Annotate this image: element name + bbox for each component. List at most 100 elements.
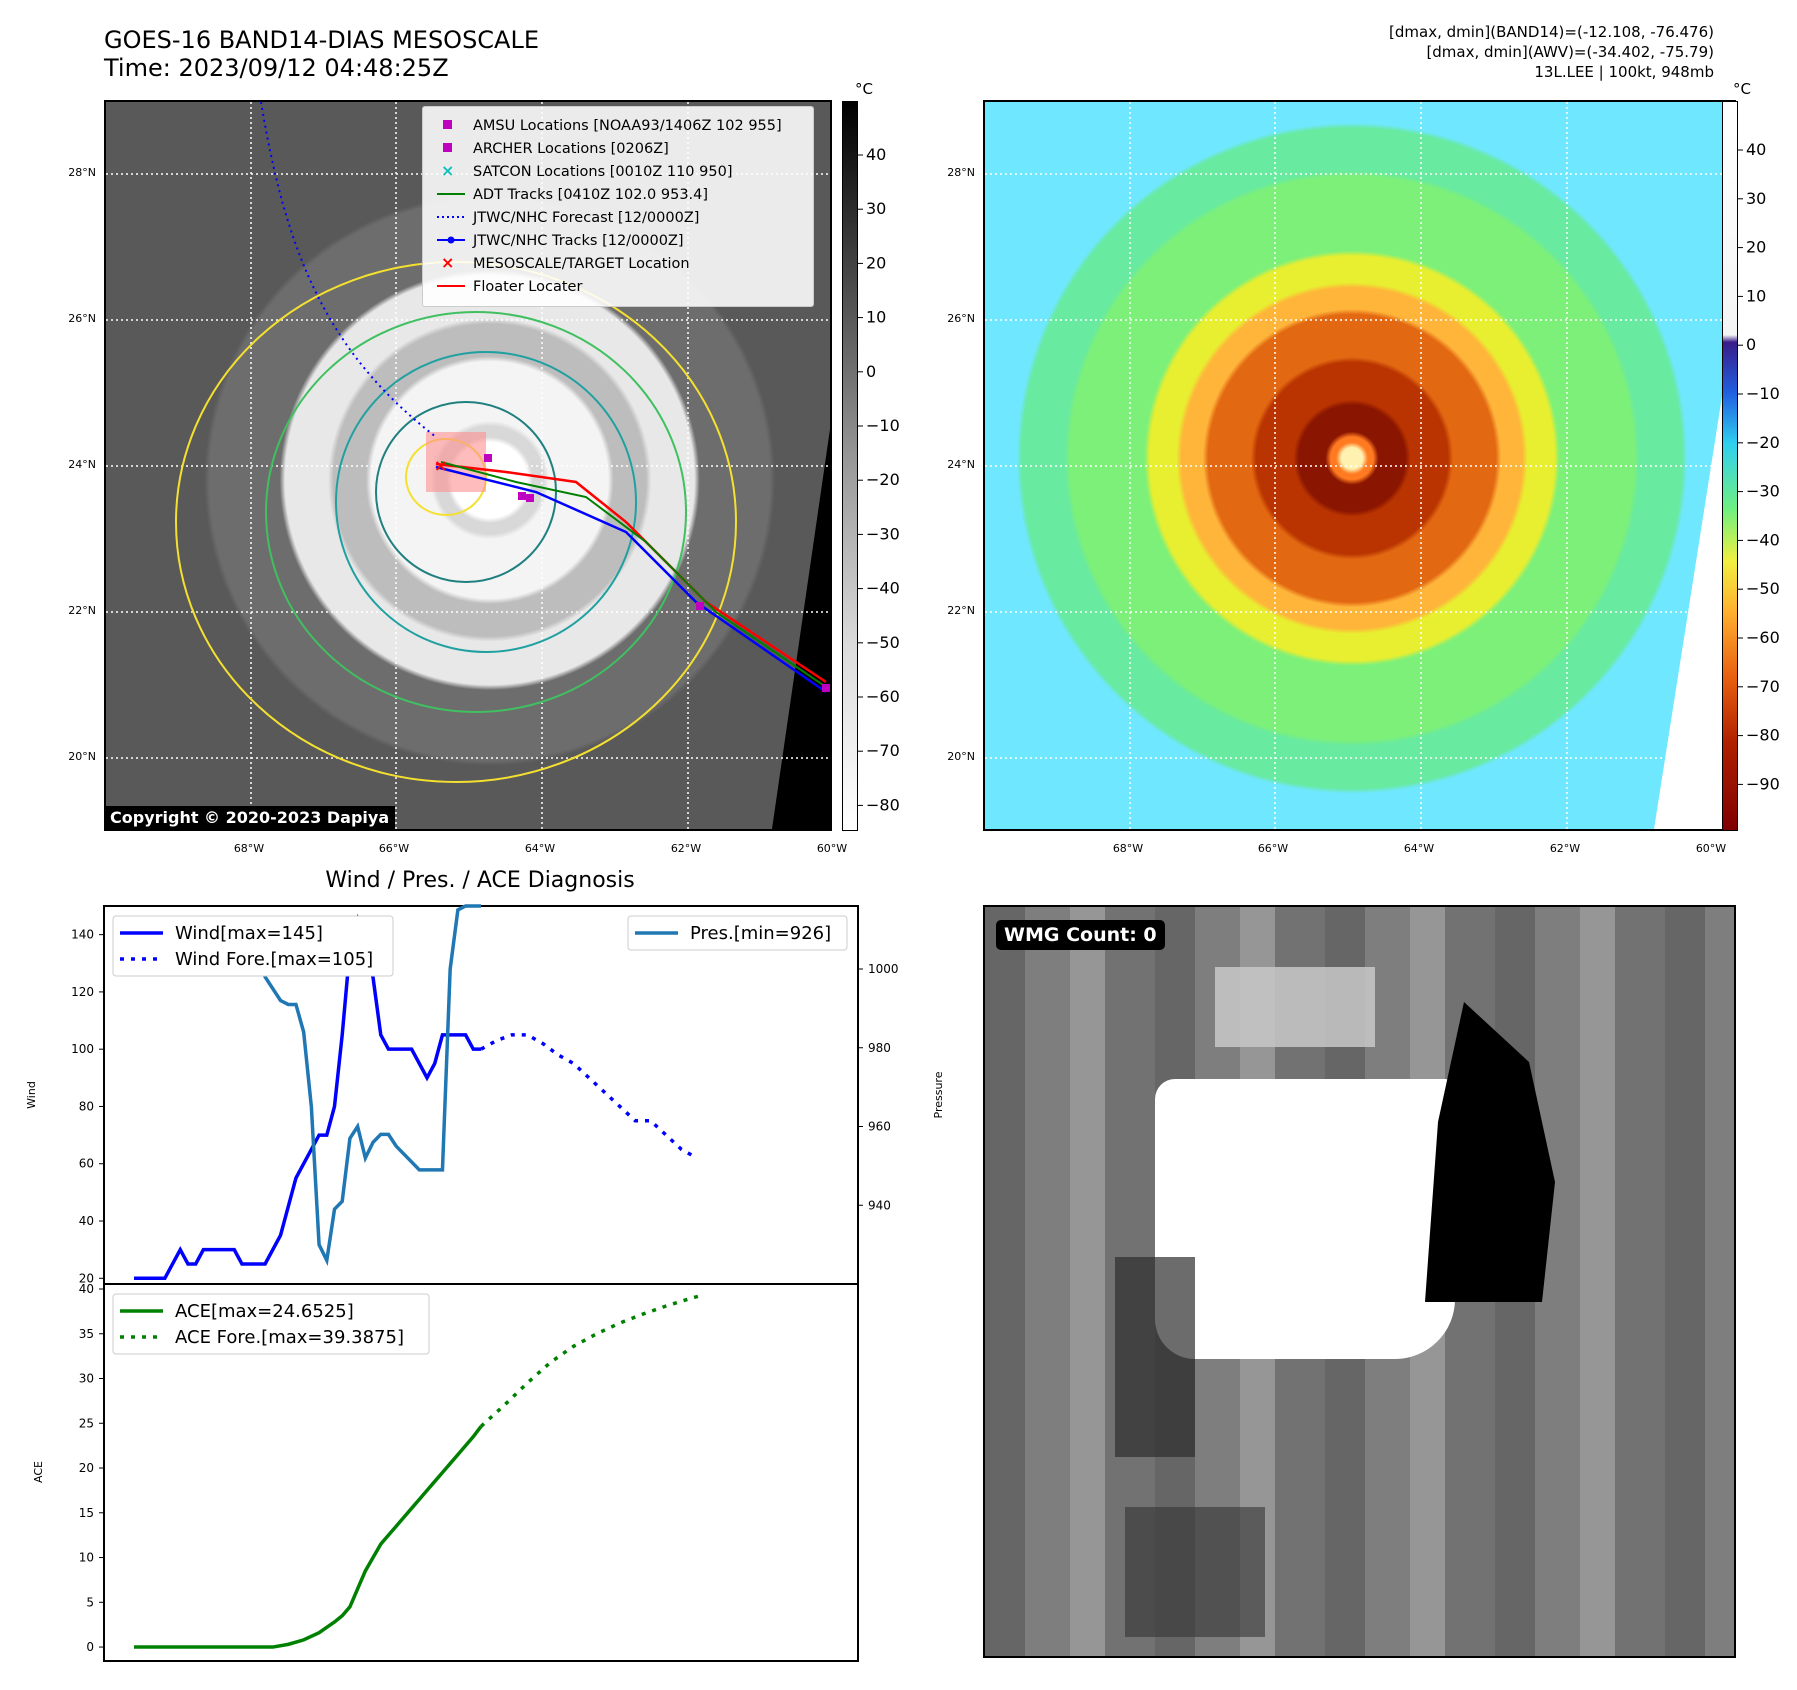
awv-colorbar-unit: °C [1733,80,1751,98]
colorbar-tick-label: −80 [1746,726,1780,745]
longitude-tick-label: 64°W [1404,842,1434,855]
diagnostic-info: [dmax, dmin](BAND14)=(-12.108, -76.476) … [1389,22,1714,82]
colorbar-tick-label: 20 [1746,238,1766,257]
ir-colorbar-unit: °C [855,80,873,98]
ace-y-tick-label: 5 [86,1595,94,1609]
wind-y-tick-label: 100 [71,1042,94,1056]
latitude-tick-label: 20°N [947,750,975,763]
ace-y-tick-label: 35 [79,1327,94,1341]
colorbar-tick-label: −10 [1746,384,1780,403]
ace-y-tick-label: 20 [79,1461,94,1475]
pressure-y-tick-label: 940 [868,1198,891,1212]
legend-square-marker [443,143,452,152]
info-line-3: 13L.LEE | 100kt, 948mb [1534,63,1714,81]
colorbar-tick-label: −70 [866,741,900,760]
ace-axis-label: ACE [32,1461,45,1483]
legend-x-marker: × [441,253,454,272]
diagnosis-charts: Wind / Pres. / ACE Diagnosis 20406080100… [25,868,945,1662]
wind-legend-label: Wind[max=145] [175,923,323,944]
colorbar-tick-label: −20 [1746,433,1780,452]
ace-y-tick-label: 0 [86,1640,94,1654]
ace-plot-frame [103,1283,859,1662]
longitude-tick-label: 62°W [671,842,701,855]
colorbar-tick-label: −10 [866,416,900,435]
svg-text:×: × [434,456,447,475]
colorbar-tick-label: 30 [866,199,886,218]
wind-axis-label: Wind [25,1081,38,1109]
colorbar-tick-label: 20 [866,253,886,272]
longitude-tick-label: 64°W [525,842,555,855]
colorbar-tick-label: 0 [866,362,876,381]
ace-y-tick-label: 15 [79,1506,94,1520]
latitude-tick-label: 28°N [68,166,96,179]
latitude-tick-label: 20°N [68,750,96,763]
colorbar-tick-label: −30 [1746,482,1780,501]
ace-legend-box [112,1293,430,1355]
pressure-y-tick-label: 1000 [868,962,899,976]
ace-legend-label: ACE Fore.[max=39.3875] [175,1327,404,1348]
legend-square-marker [443,120,452,129]
longitude-tick-label: 66°W [1258,842,1288,855]
latitude-tick-label: 28°N [947,166,975,179]
longitude-tick-label: 60°W [1696,842,1726,855]
wind-y-tick-label: 120 [71,985,94,999]
colorbar-tick-label: −30 [866,524,900,543]
colorbar-tick-label: 40 [1746,140,1766,159]
figure-title: GOES-16 BAND14-DIAS MESOSCALE Time: 2023… [104,26,539,82]
colorbar-tick-label: −60 [866,687,900,706]
map-legend: AMSU Locations [NOAA93/1406Z 102 955] ARC… [422,106,814,307]
info-line-1: [dmax, dmin](BAND14)=(-12.108, -76.476) [1389,23,1714,41]
awv-colorbar [1722,101,1738,831]
pressure-legend-label: Pres.[min=926] [690,923,831,944]
pressure-legend-box [627,915,848,951]
awv-satellite-map [983,100,1736,831]
colorbar-tick-label: −60 [1746,628,1780,647]
wind-y-tick-label: 40 [79,1214,94,1228]
colorbar-tick-label: 0 [1746,335,1756,354]
pressure-y-tick-label: 960 [868,1120,891,1134]
legend-dot-marker [447,236,455,244]
colorbar-tick-label: 40 [866,145,886,164]
map-tick-labels: 28°N 28°N 26°N 26°N 24°N 24°N 22°N 22°N 20°N 20°N… [68,166,1726,855]
ace-y-tick-label: 25 [79,1416,94,1430]
colorbar-tick-label: −70 [1746,677,1780,696]
legend-label: JTWC/NHC Forecast [12/0000Z] [472,210,699,226]
latitude-tick-label: 26°N [947,312,975,325]
legend-label: MESOSCALE/TARGET Location [473,256,690,272]
legend-label: ARCHER Locations [0206Z] [473,141,669,157]
ir-colorbar [842,101,858,831]
wind-y-tick-label: 20 [79,1271,94,1285]
series-line-wind [134,913,482,1281]
colorbar-tick-label: 30 [1746,189,1766,208]
legend-label: SATCON Locations [0010Z 110 950] [473,164,732,180]
colorbar-tick-label: −40 [866,579,900,598]
ace-y-tick-label: 10 [79,1551,94,1565]
wmg-image [983,905,1736,1658]
ace-y-tick-label: 40 [79,1282,94,1296]
series-line-wind-fore- [480,1033,698,1160]
legend-label: Floater Locater [473,279,582,295]
legend-label: ADT Tracks [0410Z 102.0 953.4] [473,187,708,203]
legend-x-marker: × [441,161,454,180]
copyright-label: Copyright © 2020-2023 Dapiya [104,806,396,829]
wind-legend-box [112,915,394,977]
title-line-1: GOES-16 BAND14-DIAS MESOSCALE [104,26,540,54]
colorbar-tick-label: −90 [1746,774,1780,793]
ace-y-tick-label: 30 [79,1372,94,1386]
longitude-tick-label: 68°W [234,842,264,855]
longitude-tick-label: 66°W [379,842,409,855]
latitude-tick-label: 24°N [947,458,975,471]
colorbar-tick-label: −50 [866,633,900,652]
wind-y-tick-label: 60 [79,1157,94,1171]
wind-y-tick-label: 80 [79,1099,94,1113]
pressure-y-tick-label: 980 [868,1041,891,1055]
colorbar-tick-label: 10 [1746,286,1766,305]
awv-map-grid [985,102,1734,829]
colorbar-tick-label: 10 [866,308,886,327]
ir-colorbar-ticks: 40 30 20 10 0 −10 −20 −30 −40 −50 −60 −70 −80 [858,145,900,814]
latitude-tick-label: 22°N [68,604,96,617]
longitude-tick-label: 60°W [817,842,847,855]
legend-label: JTWC/NHC Tracks [12/0000Z] [472,233,684,249]
pressure-axis-label: Pressure [932,1071,945,1118]
colorbar-tick-label: −20 [866,470,900,489]
